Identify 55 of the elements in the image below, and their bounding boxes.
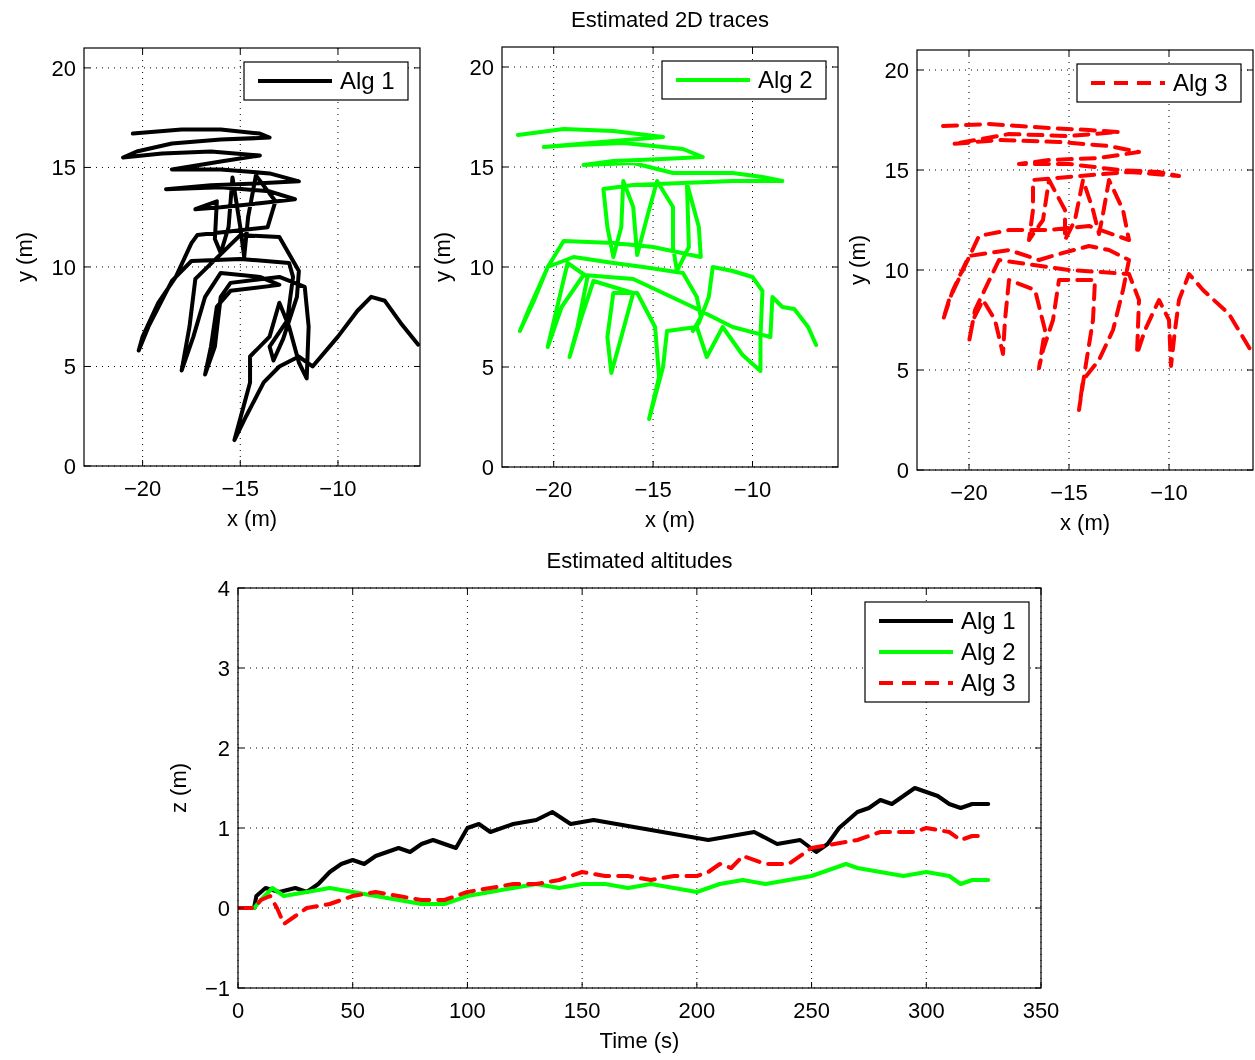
y-tick-label: 10 — [51, 254, 76, 280]
y-axis-title: y (m) — [845, 234, 870, 286]
legend-label: Alg 2 — [758, 66, 813, 94]
y-tick-label: 4 — [217, 575, 230, 601]
x-tick-label: 300 — [907, 998, 945, 1023]
y-axis-title: z (m) — [166, 762, 191, 814]
x-tick-label: 250 — [793, 998, 830, 1023]
x-tick-label: −15 — [634, 477, 672, 502]
y-tick-label: 2 — [217, 735, 230, 761]
legend-label: Alg 1 — [961, 607, 1016, 635]
legend-label: Alg 3 — [961, 669, 1016, 697]
x-tick-label: −20 — [950, 480, 988, 505]
x-tick-label: −10 — [319, 476, 357, 501]
y-axis-title: y (m) — [430, 231, 455, 283]
y-tick-label: 15 — [884, 157, 909, 183]
y-tick-label: 0 — [63, 453, 76, 479]
y-tick-label: 0 — [217, 895, 230, 921]
chart-title: Estimated altitudes — [546, 548, 733, 573]
y-tick-label: 20 — [51, 55, 76, 81]
x-axis-title: Time (s) — [599, 1028, 680, 1053]
line-series — [941, 122, 1253, 412]
x-tick-label: −10 — [733, 477, 772, 502]
legend-label: Alg 1 — [340, 67, 395, 95]
x-axis-title: x (m) — [644, 507, 696, 532]
x-tick-label: −15 — [221, 476, 259, 501]
x-tick-label: 150 — [563, 998, 601, 1023]
x-tick-label: −20 — [535, 477, 573, 502]
y-tick-label: 5 — [63, 354, 76, 380]
y-tick-label: 5 — [481, 354, 494, 380]
y-tick-label: 3 — [217, 655, 230, 681]
x-tick-label: −20 — [123, 476, 162, 501]
y-tick-label: 20 — [469, 54, 494, 80]
x-tick-label: 350 — [1022, 998, 1060, 1023]
y-tick-label: 0 — [481, 454, 494, 480]
line-series — [515, 127, 819, 421]
y-tick-label: 15 — [469, 154, 494, 180]
chart-title: Estimated 2D traces — [570, 7, 770, 32]
x-tick-label: 200 — [678, 998, 716, 1023]
x-axis-title: x (m) — [1059, 510, 1111, 535]
legend-label: Alg 3 — [1173, 69, 1228, 97]
y-tick-label: 20 — [884, 57, 909, 83]
x-axis-title: x (m) — [226, 506, 278, 531]
y-axis-title: y (m) — [12, 231, 37, 283]
y-tick-label: 10 — [884, 257, 909, 283]
x-tick-label: 50 — [340, 998, 365, 1023]
y-tick-label: 5 — [896, 357, 909, 383]
legend-label: Alg 2 — [961, 638, 1016, 666]
x-tick-label: −15 — [1050, 480, 1088, 505]
y-tick-label: 15 — [51, 155, 76, 181]
y-tick-label: 1 — [217, 815, 230, 841]
y-tick-label: −1 — [204, 975, 230, 1001]
x-tick-label: −10 — [1150, 480, 1188, 505]
y-tick-label: 0 — [896, 457, 909, 483]
y-tick-label: 10 — [469, 254, 494, 280]
x-tick-label: 100 — [449, 998, 486, 1023]
